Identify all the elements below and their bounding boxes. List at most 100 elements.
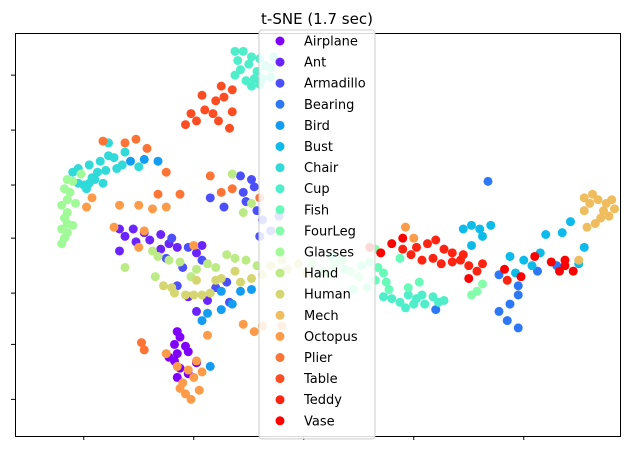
- legend-label-plier: Plier: [304, 351, 333, 366]
- point-octopus: [238, 319, 248, 329]
- point-bearing: [431, 305, 441, 315]
- point-armadillo: [236, 171, 245, 181]
- point-bust: [467, 240, 476, 250]
- legend-marker-bust: [275, 142, 285, 151]
- point-mech: [607, 195, 617, 205]
- point-bust: [519, 255, 529, 265]
- point-table: [200, 105, 210, 115]
- point-teddy: [447, 257, 457, 267]
- legend-marker-table: [275, 374, 285, 384]
- point-glasses: [65, 187, 75, 197]
- point-octopus: [148, 204, 157, 214]
- point-octopus: [134, 242, 144, 252]
- legend-marker-bearing: [275, 99, 285, 109]
- point-fish: [414, 277, 424, 287]
- point-plier: [142, 143, 152, 153]
- point-plier: [139, 345, 149, 355]
- point-mech: [588, 189, 597, 199]
- point-cup: [428, 292, 438, 302]
- point-cup: [434, 297, 443, 307]
- point-hand: [241, 255, 251, 265]
- point-octopus: [134, 200, 144, 210]
- point-bust: [478, 231, 487, 241]
- point-cup: [230, 46, 240, 56]
- point-table: [208, 109, 218, 119]
- point-table: [197, 90, 207, 100]
- legend-label-bearing: Bearing: [304, 98, 354, 113]
- point-armadillo: [167, 233, 177, 243]
- point-octopus: [189, 372, 199, 382]
- point-human: [189, 290, 199, 300]
- point-bird: [216, 305, 226, 315]
- point-octopus: [183, 365, 193, 375]
- point-hand: [153, 251, 163, 261]
- point-plier: [98, 136, 108, 146]
- point-human: [216, 273, 226, 283]
- legend-label-teddy: Teddy: [303, 393, 342, 408]
- point-teddy: [502, 275, 512, 285]
- point-table: [227, 107, 237, 117]
- point-table: [227, 85, 237, 95]
- point-hand: [164, 255, 174, 265]
- legend-label-bust: Bust: [304, 140, 333, 155]
- point-vase: [500, 264, 509, 274]
- point-mech: [574, 255, 584, 265]
- point-bearing: [494, 270, 504, 280]
- point-ant: [128, 224, 138, 234]
- point-cup: [403, 290, 413, 300]
- point-glasses: [68, 220, 78, 230]
- point-ant: [156, 230, 166, 239]
- point-mech: [596, 213, 606, 223]
- point-armadillo: [247, 175, 256, 185]
- point-glasses: [71, 198, 80, 208]
- point-bearing: [502, 316, 512, 326]
- legend-marker-octopus: [275, 331, 285, 341]
- point-teddy: [398, 244, 408, 254]
- point-mech: [604, 211, 614, 221]
- point-airplane: [175, 332, 185, 342]
- point-armadillo: [238, 187, 248, 197]
- point-hand: [227, 169, 237, 179]
- point-bird: [153, 156, 163, 166]
- legend-label-mech: Mech: [304, 309, 339, 324]
- point-fish: [381, 277, 391, 287]
- point-ant: [197, 240, 207, 250]
- point-chair: [93, 167, 102, 177]
- point-table: [186, 109, 196, 119]
- point-armadillo: [205, 193, 215, 203]
- point-table: [181, 120, 190, 130]
- point-chair: [120, 147, 130, 157]
- legend-marker-fish: [275, 205, 285, 215]
- point-octopus: [161, 349, 171, 359]
- point-glasses: [57, 239, 67, 249]
- point-octopus: [186, 394, 196, 404]
- point-bust: [566, 217, 575, 227]
- point-hand: [238, 208, 248, 218]
- point-ant: [145, 235, 155, 245]
- point-bust: [467, 220, 476, 230]
- point-teddy: [439, 244, 449, 254]
- point-plier: [120, 138, 130, 148]
- legend-label-hand: Hand: [304, 267, 338, 282]
- point-cup: [401, 303, 410, 313]
- point-teddy: [447, 248, 457, 258]
- point-plier: [131, 134, 141, 144]
- point-mech: [590, 219, 600, 229]
- point-octopus: [82, 202, 91, 212]
- point-plier: [216, 187, 226, 197]
- point-armadillo: [219, 202, 229, 212]
- legend-label-cup: Cup: [304, 182, 330, 197]
- point-teddy: [428, 253, 438, 263]
- point-cup: [247, 52, 256, 62]
- point-octopus: [172, 361, 182, 371]
- point-cup: [420, 299, 430, 309]
- point-chair: [87, 173, 97, 183]
- point-cup: [241, 76, 251, 86]
- point-human: [205, 288, 215, 298]
- legend-label-chair: Chair: [304, 161, 339, 176]
- legend-label-ant: Ant: [304, 56, 326, 71]
- point-bird: [126, 156, 135, 166]
- point-teddy: [412, 242, 421, 252]
- point-chair: [98, 178, 108, 188]
- point-vase: [568, 266, 578, 276]
